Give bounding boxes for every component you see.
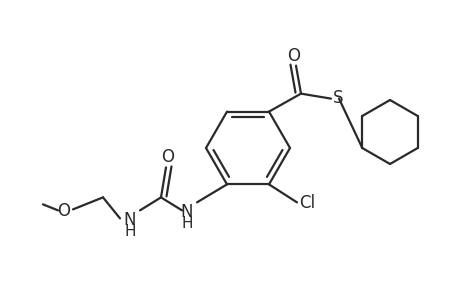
Text: H: H <box>124 224 135 239</box>
Text: O: O <box>287 46 300 64</box>
Text: H: H <box>181 216 192 231</box>
Text: S: S <box>332 88 342 106</box>
Text: O: O <box>57 202 70 220</box>
Text: O: O <box>161 148 174 166</box>
Text: Cl: Cl <box>298 194 314 212</box>
Text: N: N <box>180 203 193 221</box>
Text: N: N <box>123 212 136 230</box>
